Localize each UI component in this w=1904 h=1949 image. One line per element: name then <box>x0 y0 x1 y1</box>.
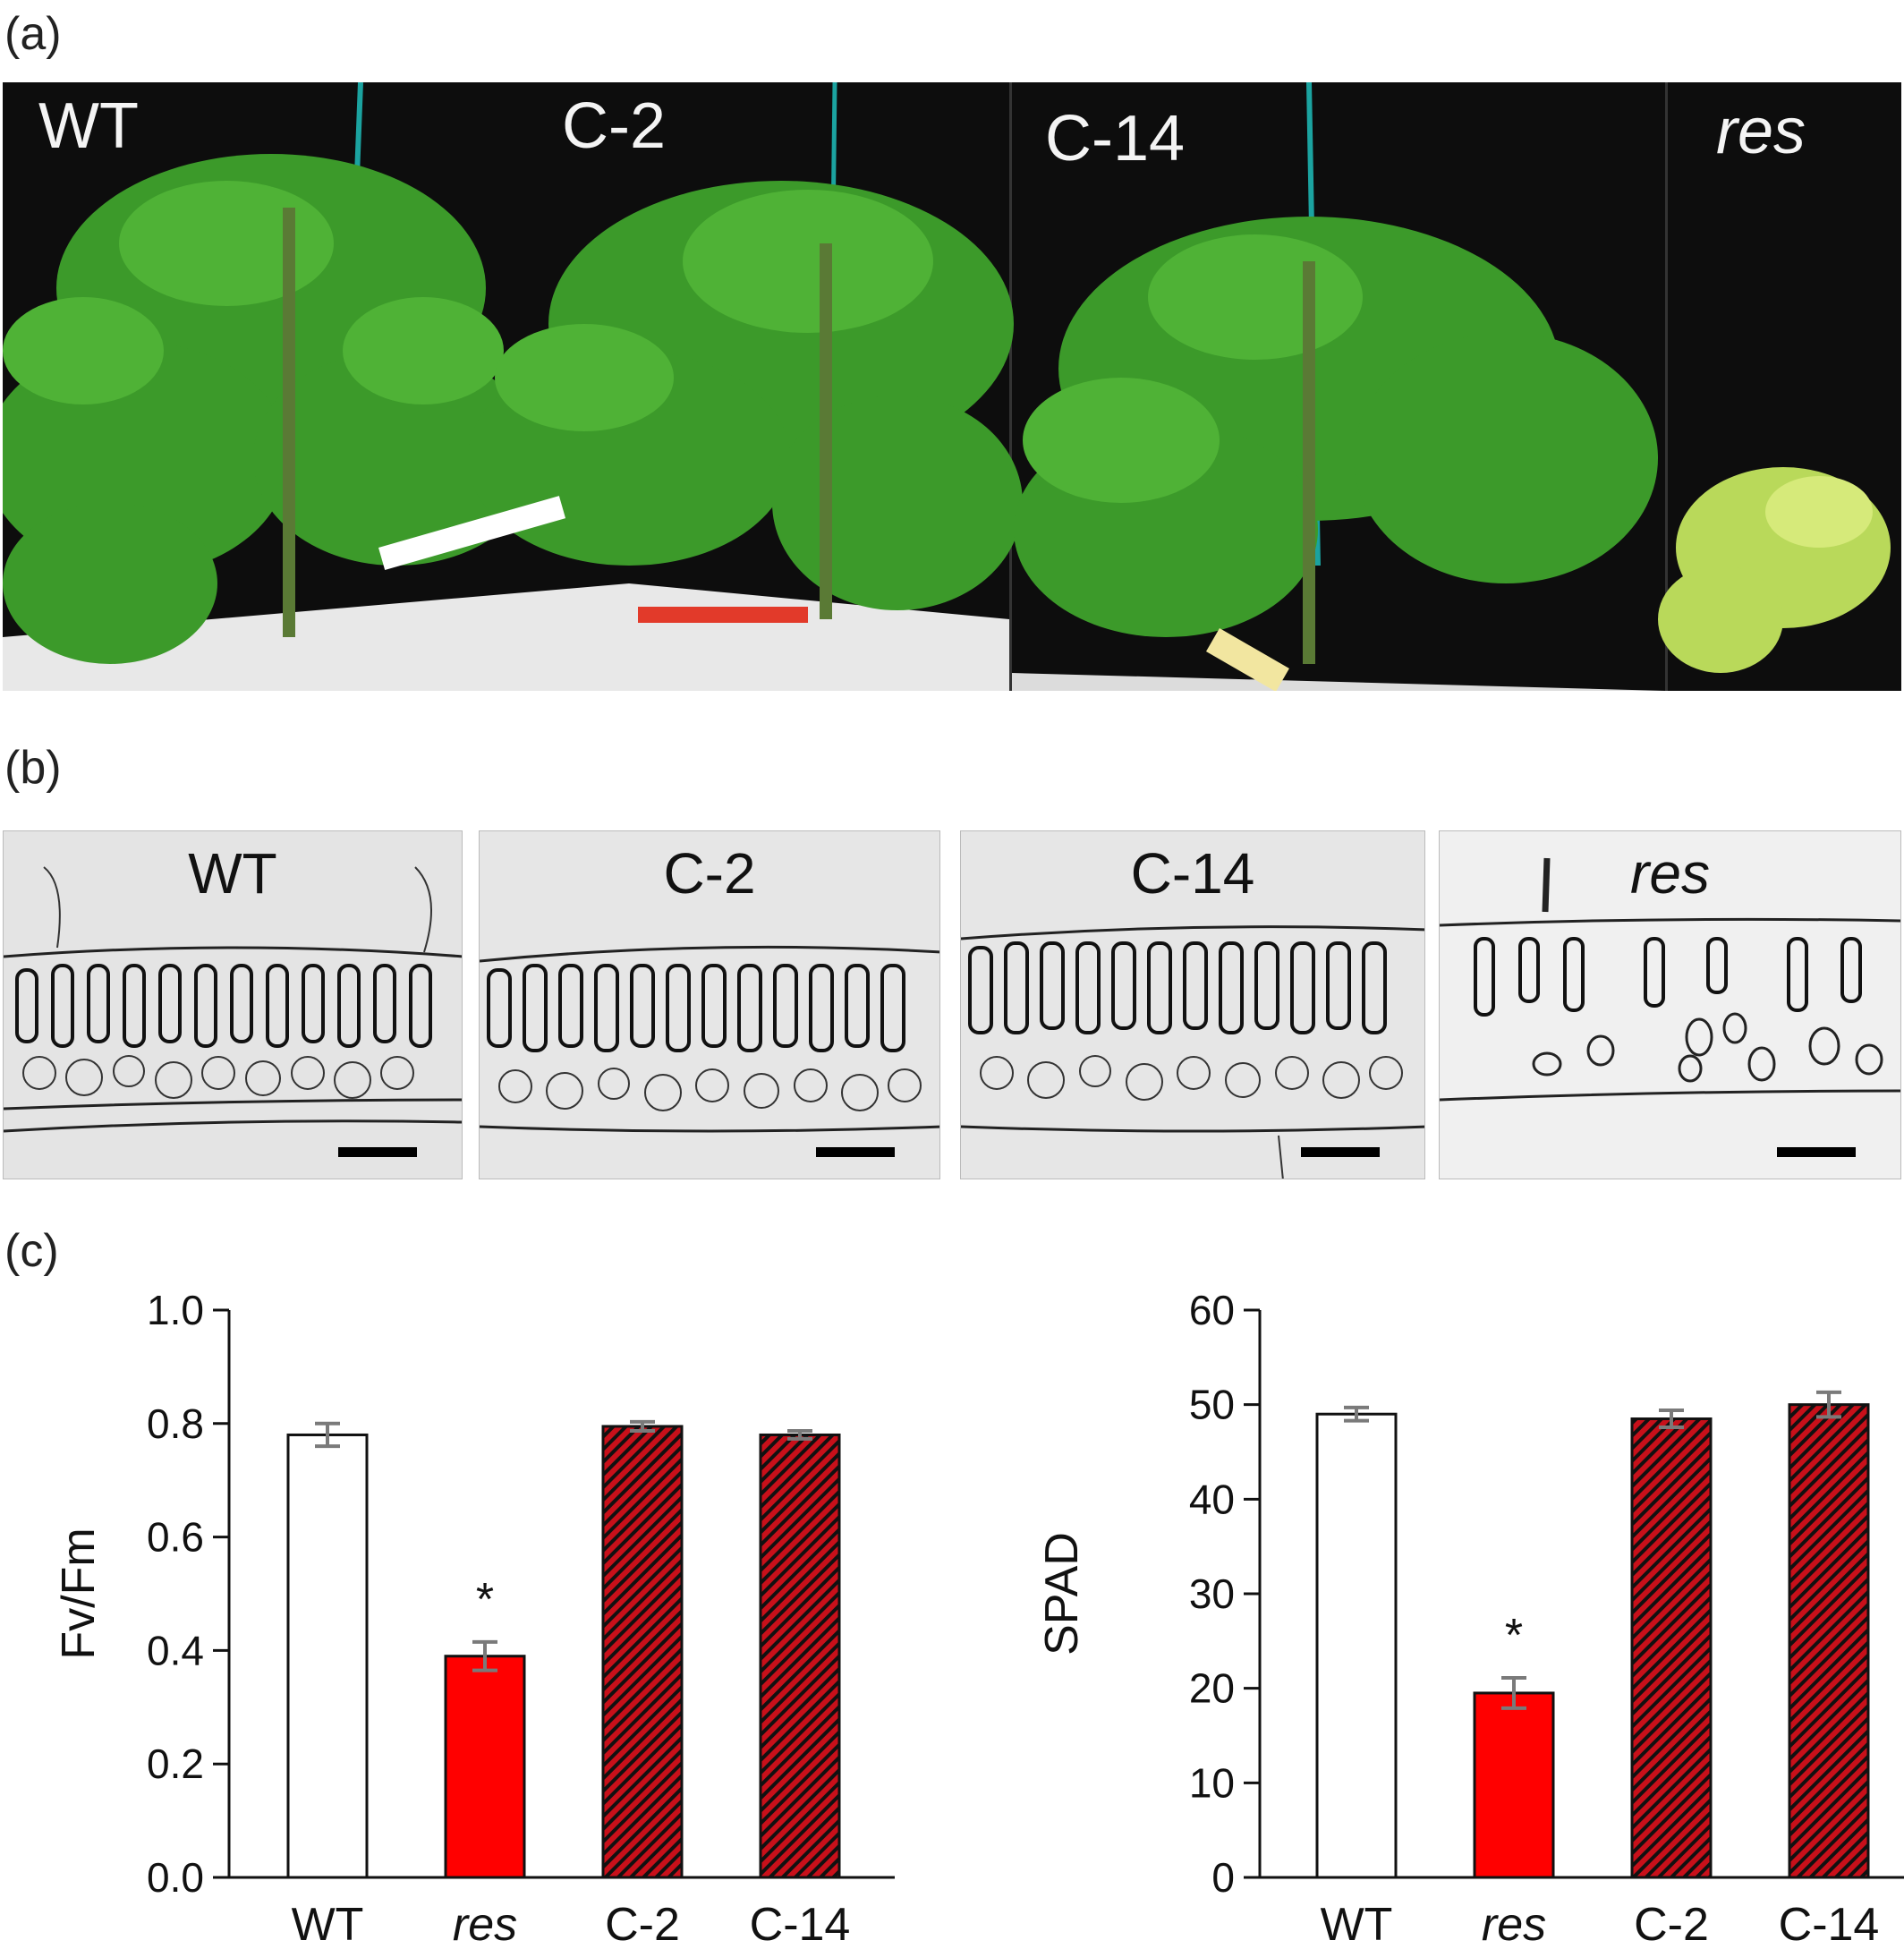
y-tick-label: 0.4 <box>147 1627 204 1673</box>
bar-c-2 <box>601 1425 684 1879</box>
bar-wt <box>1315 1412 1398 1879</box>
scale-bar <box>1301 1147 1380 1157</box>
micrograph-res: res <box>1439 830 1901 1179</box>
bar-res <box>444 1655 526 1879</box>
micrograph-wt: WT <box>3 830 463 1179</box>
y-tick-label: 40 <box>1189 1476 1235 1522</box>
photo-label-c2: C-2 <box>562 90 667 162</box>
y-tick-label: 0.2 <box>147 1740 204 1787</box>
x-tick-label: WT <box>292 1899 364 1949</box>
micro-label-wt: WT <box>188 841 277 906</box>
y-tick-label: 60 <box>1189 1287 1235 1333</box>
x-tick-label: res <box>453 1899 517 1949</box>
scale-bar <box>1777 1147 1856 1157</box>
x-tick-label: C-14 <box>750 1899 851 1949</box>
y-tick-label: 50 <box>1189 1382 1235 1428</box>
y-axis-label: SPAD <box>1036 1532 1088 1655</box>
micro-label-c14: C-14 <box>1130 841 1255 906</box>
bar-c-2 <box>1630 1417 1713 1879</box>
y-tick-label: 20 <box>1189 1665 1235 1712</box>
y-tick-label: 30 <box>1189 1570 1235 1617</box>
plant-photo: WT C-2 C-14 res <box>3 82 1901 691</box>
micro-label-res: res <box>1630 841 1710 906</box>
x-tick-label: C-2 <box>1634 1899 1709 1949</box>
y-tick-label: 0.8 <box>147 1400 204 1447</box>
y-tick-label: 1.0 <box>147 1287 204 1333</box>
micrograph-c2: C-2 <box>479 830 940 1179</box>
photo-label-res: res <box>1716 96 1806 167</box>
y-axis-label: Fv/Fm <box>53 1528 105 1659</box>
bar-wt <box>286 1433 369 1879</box>
photo-label-c14: C-14 <box>1045 103 1186 174</box>
spad-bar-chart: 0 10 20 30 40 50 60 SPAD WT res * C-2 C-14 <box>1036 1287 1904 1949</box>
leaf-section-c14 <box>961 831 1424 1179</box>
micro-label-c2: C-2 <box>663 841 756 906</box>
bar-c-14 <box>759 1433 841 1879</box>
scale-bar <box>338 1147 417 1157</box>
panel-c-label: (c) <box>4 1225 59 1277</box>
y-tick-label: 0.6 <box>147 1514 204 1561</box>
photo-label-wt: WT <box>38 90 139 162</box>
panel-a-label: (a) <box>4 8 62 60</box>
x-tick-label: C-14 <box>1779 1899 1880 1949</box>
fvfm-bar-chart: 0.0 0.2 0.4 0.6 0.8 1.0 Fv/Fm WT res * C-2 C-14 <box>53 1287 895 1949</box>
x-tick-label: C-2 <box>605 1899 680 1949</box>
bar-res <box>1473 1691 1555 1879</box>
y-tick-label: 10 <box>1189 1759 1235 1806</box>
x-tick-label: WT <box>1321 1899 1393 1949</box>
leaf-section-wt <box>4 831 462 1179</box>
panel-b-label: (b) <box>4 742 62 794</box>
plant-photo-illustration <box>3 82 1901 691</box>
leaf-section-res <box>1440 831 1900 1179</box>
bar-c-14 <box>1788 1403 1870 1879</box>
y-tick-label: 0 <box>1211 1854 1235 1901</box>
significance-marker: * <box>1505 1610 1523 1662</box>
micrograph-c14: C-14 <box>960 830 1425 1179</box>
scale-bar <box>816 1147 895 1157</box>
x-tick-label: res <box>1482 1899 1546 1949</box>
leaf-section-c2 <box>480 831 939 1179</box>
y-tick-label: 0.0 <box>147 1854 204 1901</box>
significance-marker: * <box>476 1574 494 1626</box>
